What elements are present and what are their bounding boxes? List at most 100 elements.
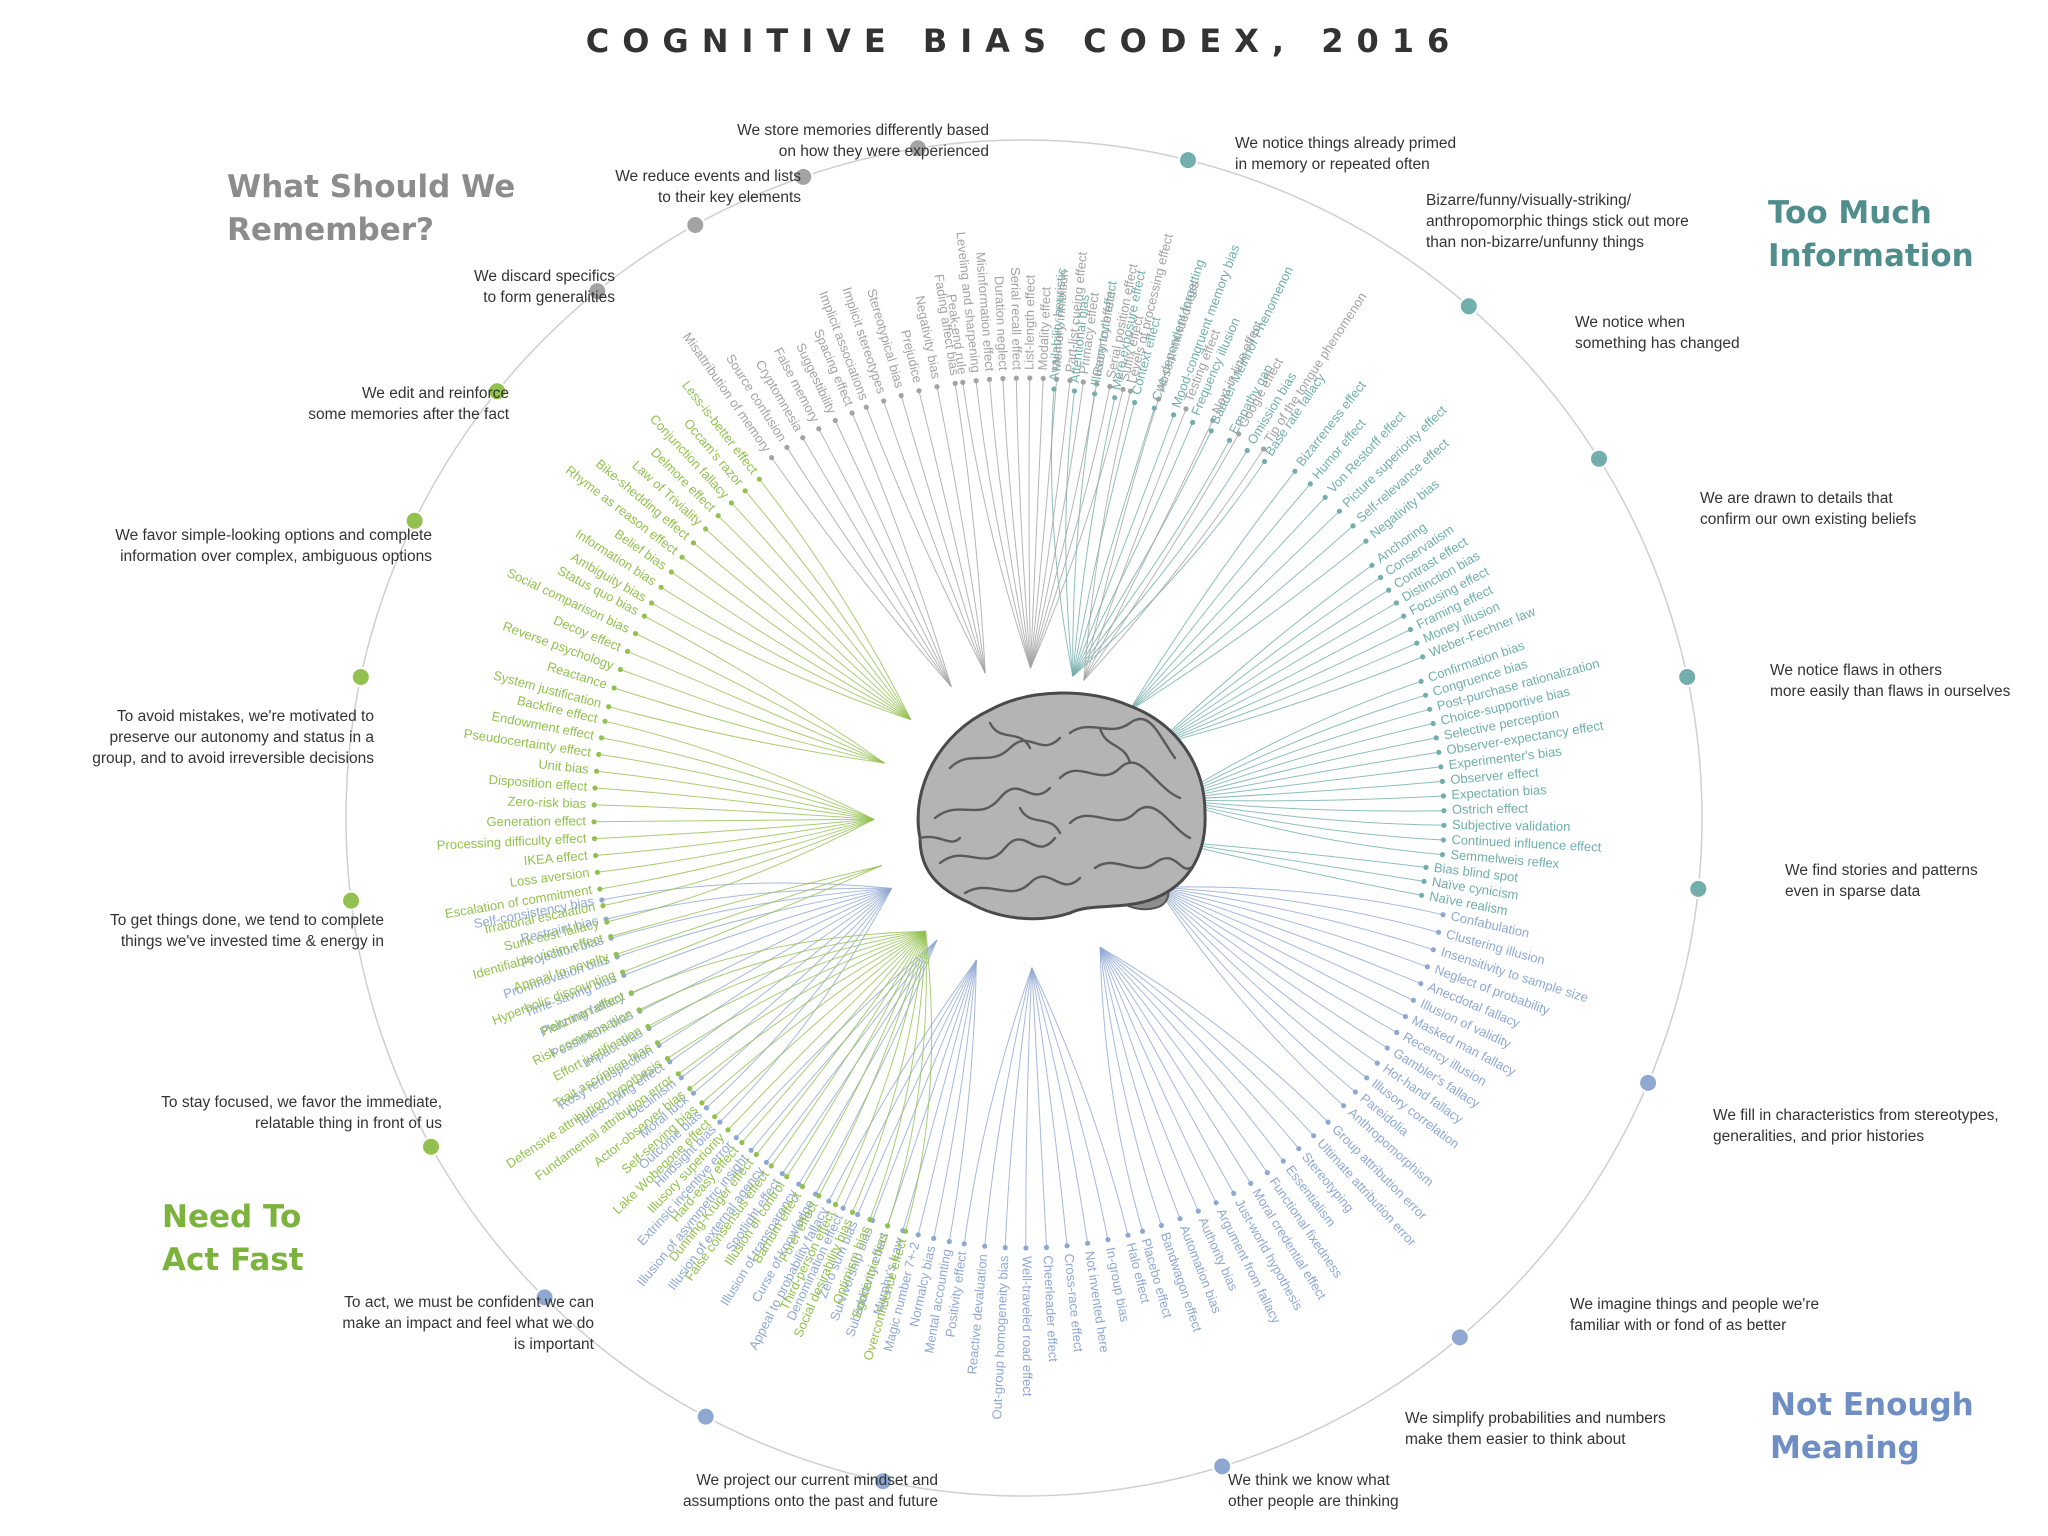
branch-line xyxy=(1172,751,1439,801)
branch-line xyxy=(616,865,882,955)
bias-dot xyxy=(1023,1245,1029,1251)
branch-line xyxy=(1128,510,1340,712)
bias-label: Serial recall effect xyxy=(1008,267,1025,371)
branch-line xyxy=(1172,737,1437,801)
branch-line xyxy=(900,395,986,674)
bias-dot xyxy=(1336,508,1342,514)
branch-line xyxy=(1172,694,1426,801)
branch-line xyxy=(598,753,875,820)
branch-line xyxy=(1156,887,1344,1107)
quadrant-title-remember: What Should We Remember? xyxy=(227,169,516,248)
bias-label: IKEA effect xyxy=(523,848,589,869)
branch-line xyxy=(1154,577,1381,746)
bias-label: Unit bias xyxy=(538,756,590,776)
brain-fold xyxy=(1058,761,1182,800)
bias-dot xyxy=(1261,458,1268,465)
bias-label: Subjective validation xyxy=(1452,817,1571,834)
branch-line xyxy=(1172,799,1444,841)
branch-line xyxy=(1099,947,1162,1226)
bias-dot xyxy=(1402,1014,1408,1020)
bias-dot xyxy=(658,584,664,590)
branch-line xyxy=(786,447,952,688)
branch-line xyxy=(1030,380,1071,669)
bias-dot xyxy=(690,540,697,546)
branch-line xyxy=(1128,525,1354,712)
bias-dot xyxy=(1386,587,1392,593)
category-subtitle: We simplify probabilities and numbers ma… xyxy=(1405,1410,1666,1448)
bias-dot xyxy=(594,768,600,774)
bias-dot xyxy=(633,631,639,637)
bias-dot xyxy=(668,569,674,575)
category-dot xyxy=(907,138,928,159)
bias-label: Ostrich effect xyxy=(1452,801,1529,817)
bias-dot xyxy=(1441,808,1447,814)
branch-line xyxy=(936,386,986,674)
bias-dot xyxy=(1419,892,1425,898)
category-subtitle: We think we know what other people are t… xyxy=(1228,1472,1399,1510)
bias-dot xyxy=(1430,947,1436,953)
branch-group xyxy=(649,476,912,721)
branch-line xyxy=(887,931,927,1226)
bias-dot xyxy=(1352,1089,1358,1095)
branch-line xyxy=(1030,378,1044,669)
category-dot xyxy=(685,215,706,235)
bias-dot xyxy=(1210,417,1216,424)
bias-dot xyxy=(784,444,790,450)
branch-line xyxy=(883,400,986,674)
branch-line xyxy=(1099,947,1143,1232)
bias-dot xyxy=(1341,1103,1347,1109)
branch-line xyxy=(818,428,952,688)
bias-dot xyxy=(664,1055,671,1062)
bias-dot xyxy=(763,1159,770,1165)
bias-label: Zero-risk bias xyxy=(507,794,587,811)
branch-line xyxy=(1083,448,1265,681)
category-subtitle: We reduce events and lists to their key … xyxy=(615,168,801,206)
bias-dot xyxy=(1248,1180,1254,1186)
branch-line xyxy=(1072,408,1155,677)
branch-line xyxy=(667,930,926,1059)
bias-dot xyxy=(902,1228,909,1234)
bias-dot xyxy=(753,1151,759,1158)
bias-dot xyxy=(1120,386,1126,392)
branch-line xyxy=(1072,450,1248,677)
branch-line xyxy=(1030,389,1124,669)
bias-label: Reactive devaluation xyxy=(964,1253,990,1375)
bias-dot xyxy=(769,455,775,461)
category-dot xyxy=(1178,150,1198,171)
bias-dot xyxy=(1177,1216,1183,1222)
branch-line xyxy=(865,407,986,674)
bias-dot xyxy=(1427,706,1433,712)
category-subtitle: To stay focused, we favor the immediate,… xyxy=(161,1094,442,1132)
brain-fold xyxy=(1098,726,1132,765)
category-subtitle: We favor simple-looking options and comp… xyxy=(115,527,432,565)
branch-line xyxy=(765,939,938,1163)
branch-line xyxy=(613,687,885,764)
bias-dot xyxy=(1094,381,1100,387)
branch-line xyxy=(1065,390,1075,677)
category-dot xyxy=(1677,667,1698,687)
category-dot xyxy=(695,1406,716,1427)
bias-dot xyxy=(1374,1060,1380,1066)
bias-dot xyxy=(832,1201,839,1208)
branch-line xyxy=(1172,799,1444,826)
branch-group xyxy=(1099,946,1331,1234)
brain-fold xyxy=(933,786,1052,820)
branch-line xyxy=(610,865,882,937)
branch-line xyxy=(1072,414,1175,677)
branch-line xyxy=(706,888,893,1109)
branch-line xyxy=(727,930,926,1131)
branch-line xyxy=(1155,629,1411,746)
quadrant-title-act: Need To Act Fast xyxy=(162,1199,304,1278)
bias-dot xyxy=(916,388,922,394)
branch-line xyxy=(1072,461,1265,677)
branch-line xyxy=(1099,947,1181,1219)
branch-line xyxy=(714,930,926,1118)
branch-line xyxy=(1083,433,1240,681)
bias-dot xyxy=(1423,692,1429,698)
bias-dot xyxy=(1125,1232,1131,1238)
branch-line xyxy=(599,818,875,890)
bias-dot xyxy=(982,1243,988,1249)
bias-dot xyxy=(1040,375,1046,381)
branch-lines xyxy=(591,375,1447,1251)
branch-group xyxy=(961,967,1131,1251)
